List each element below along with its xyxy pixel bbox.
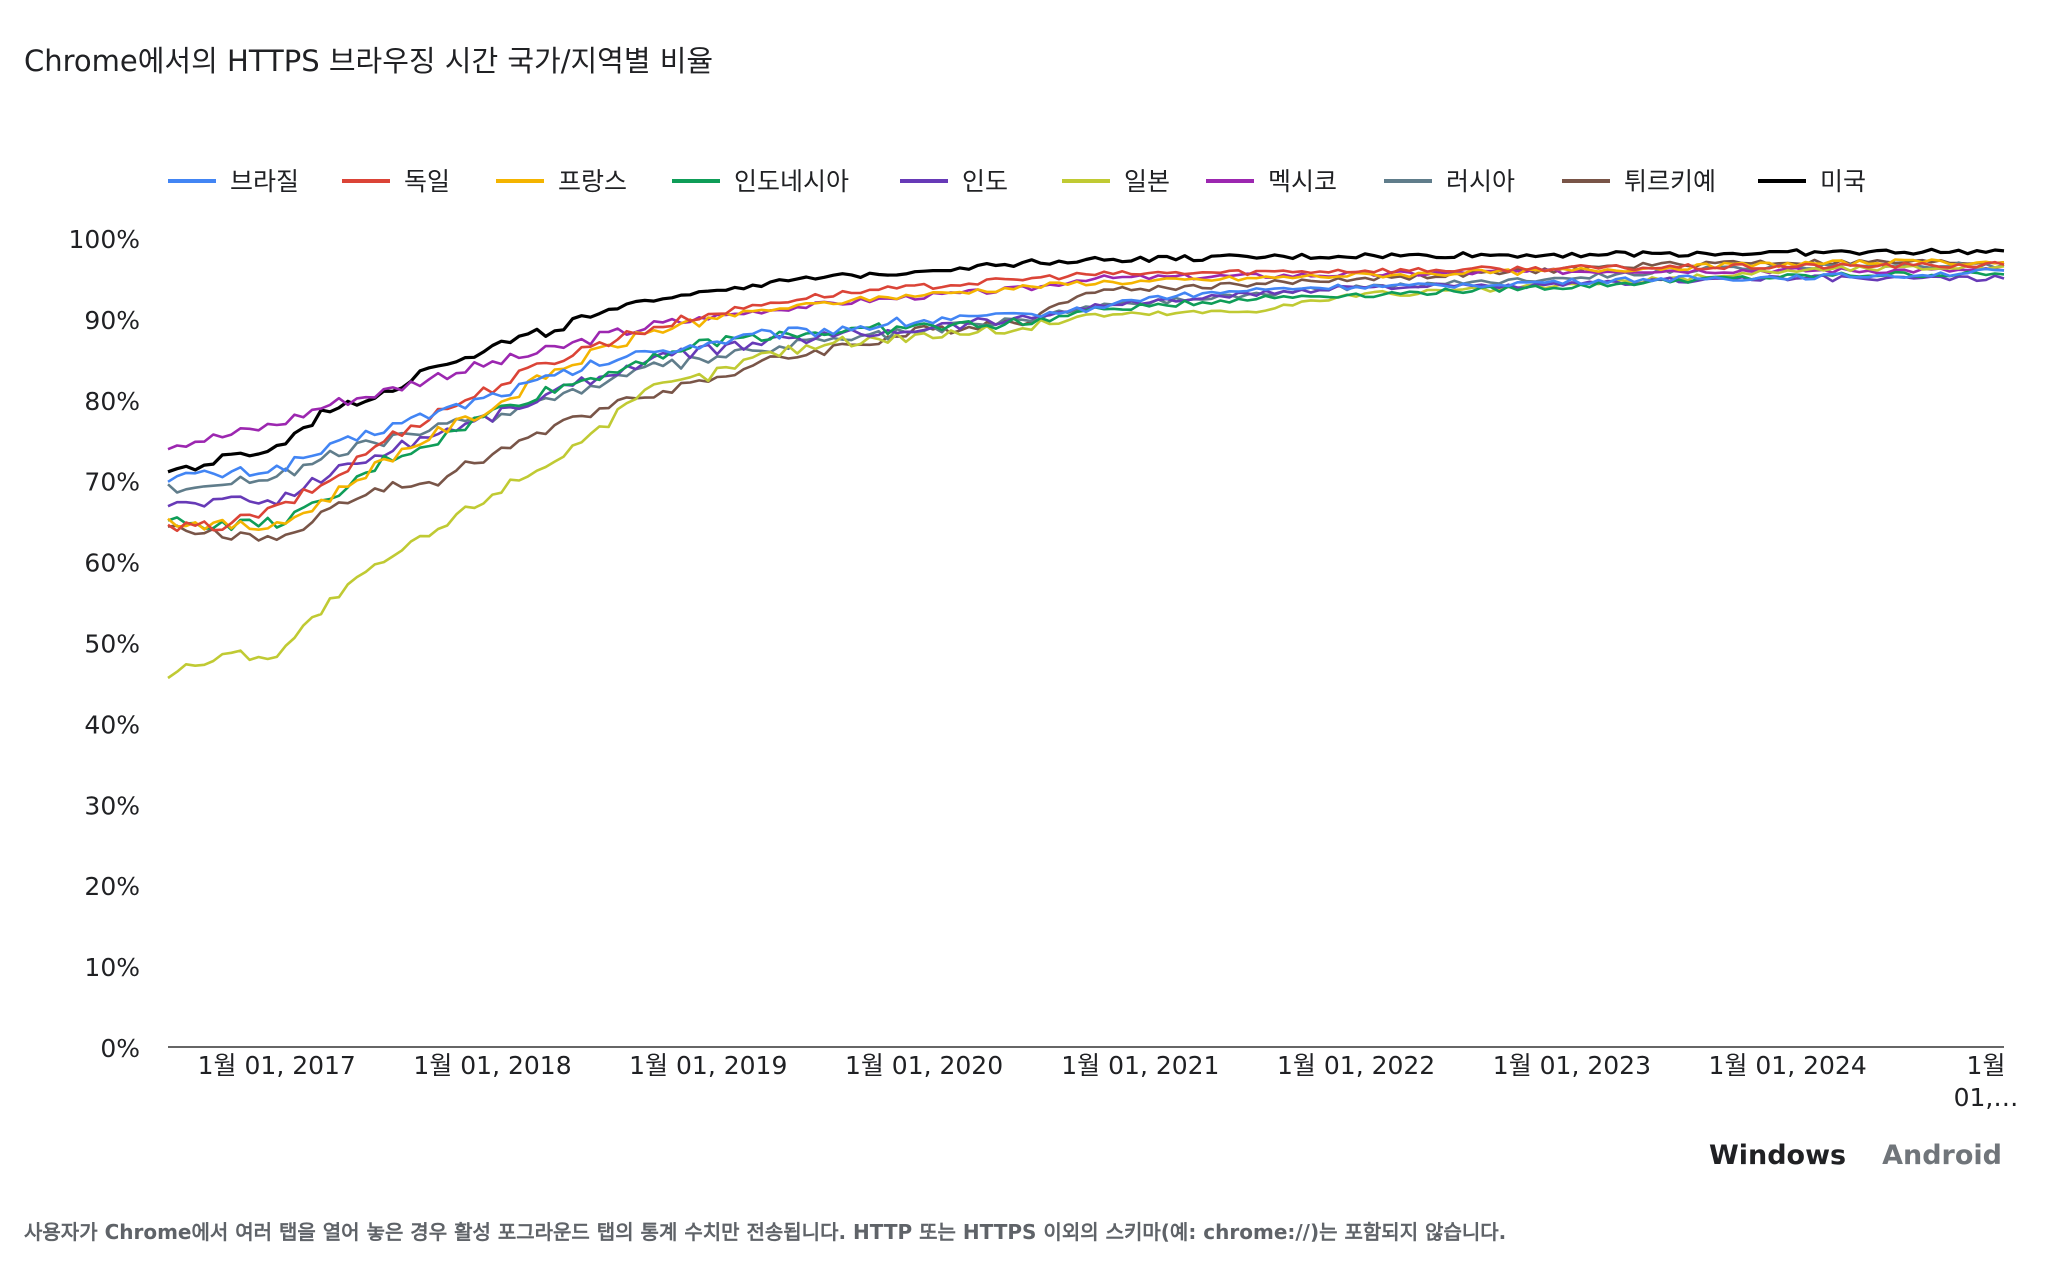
legend-item[interactable]: 일본 bbox=[1062, 167, 1170, 196]
y-axis: 0% 10% 20% 30% 40% 50% 60% 70% 80% 90% 100% bbox=[69, 225, 140, 1063]
x-tick-label: 1월 01, 2024 bbox=[1709, 1051, 1867, 1080]
legend-label: 독일 bbox=[404, 167, 450, 196]
legend-item[interactable]: 미국 bbox=[1758, 167, 1866, 196]
series-line[interactable] bbox=[167, 264, 2005, 680]
legend-item[interactable]: 프랑스 bbox=[496, 167, 627, 196]
legend-label: 러시아 bbox=[1446, 167, 1515, 196]
y-tick-label: 0% bbox=[100, 1034, 140, 1063]
legend-label: 브라질 bbox=[230, 167, 299, 196]
series-line[interactable] bbox=[167, 258, 2005, 542]
footnote: 사용자가 Chrome에서 여러 탭을 열어 놓은 경우 활성 포그라운드 탭의… bbox=[24, 1220, 1507, 1244]
y-tick-label: 60% bbox=[84, 549, 140, 578]
legend-label: 인도네시아 bbox=[734, 167, 849, 196]
y-tick-label: 50% bbox=[84, 630, 140, 659]
y-tick-label: 90% bbox=[84, 306, 140, 335]
y-tick-label: 40% bbox=[84, 710, 140, 739]
y-tick-label: 10% bbox=[84, 953, 140, 982]
series-line[interactable] bbox=[167, 258, 2005, 532]
legend-label: 인도 bbox=[962, 167, 1008, 196]
legend-item[interactable]: 멕시코 bbox=[1206, 167, 1337, 196]
legend-label: 멕시코 bbox=[1268, 167, 1337, 196]
x-tick-label: 1월 01, 2019 bbox=[629, 1051, 787, 1080]
y-tick-label: 100% bbox=[69, 225, 140, 254]
x-tick-label: 1월 01,… bbox=[1954, 1051, 2019, 1112]
tab-windows[interactable]: Windows bbox=[1708, 1140, 1847, 1171]
y-tick-label: 70% bbox=[84, 468, 140, 497]
legend-label: 미국 bbox=[1820, 167, 1866, 196]
legend-label: 일본 bbox=[1124, 167, 1170, 196]
legend-item[interactable]: 인도 bbox=[900, 167, 1008, 196]
series-line[interactable] bbox=[167, 247, 2005, 474]
legend-item[interactable]: 러시아 bbox=[1384, 167, 1515, 196]
tab-android[interactable]: Android bbox=[1882, 1140, 2002, 1171]
series-line[interactable] bbox=[167, 266, 2005, 451]
x-axis: 1월 01, 2017 1월 01, 2018 1월 01, 2019 1월 01, … bbox=[168, 1046, 2019, 1112]
series-line[interactable] bbox=[167, 267, 2005, 483]
plot-area bbox=[167, 247, 2005, 680]
legend: 브라질 독일 프랑스 인도네시아 인도 일본 멕시코 러시아 튀르키예 미국 bbox=[168, 167, 1866, 196]
x-tick-label: 1월 01, 2021 bbox=[1061, 1051, 1219, 1080]
platform-tabs: Windows Android bbox=[1709, 1140, 2002, 1171]
x-tick-label: 1월 01, 2020 bbox=[845, 1051, 1003, 1080]
y-tick-label: 80% bbox=[84, 387, 140, 416]
legend-item[interactable]: 튀르키예 bbox=[1562, 167, 1716, 196]
x-tick-label: 1월 01, 2017 bbox=[198, 1051, 356, 1080]
series-line[interactable] bbox=[167, 260, 2005, 533]
legend-item[interactable]: 인도네시아 bbox=[672, 167, 849, 196]
y-tick-label: 20% bbox=[84, 872, 140, 901]
legend-item[interactable]: 독일 bbox=[342, 167, 450, 196]
legend-label: 프랑스 bbox=[558, 167, 627, 196]
x-tick-label: 1월 01, 2023 bbox=[1493, 1051, 1651, 1080]
x-tick-label: 1월 01, 2022 bbox=[1277, 1051, 1435, 1080]
legend-label: 튀르키예 bbox=[1624, 167, 1716, 196]
x-tick-label: 1월 01, 2018 bbox=[413, 1051, 571, 1080]
chart-title: Chrome에서의 HTTPS 브라우징 시간 국가/지역별 비율 bbox=[24, 44, 714, 78]
legend-item[interactable]: 브라질 bbox=[168, 167, 299, 196]
y-tick-label: 30% bbox=[84, 791, 140, 820]
